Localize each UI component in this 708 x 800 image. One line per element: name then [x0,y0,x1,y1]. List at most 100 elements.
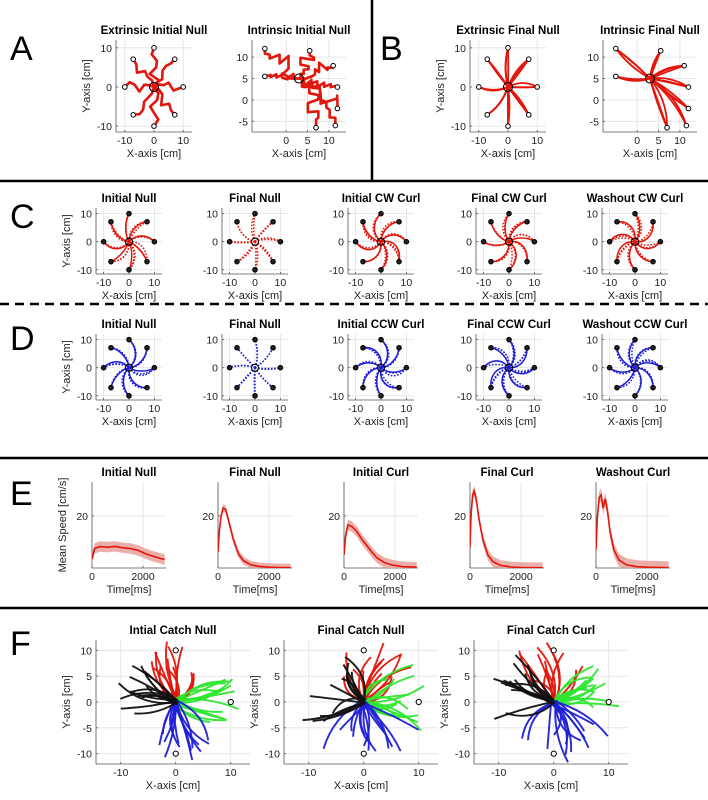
target-marker [614,258,620,265]
reach-trajectory [132,58,156,88]
target-marker [360,218,366,225]
x-tick-label: 0 [506,403,512,415]
target-marker [360,750,367,757]
x-tick-label: 2000 [635,571,659,583]
data-layer [478,47,538,127]
reach-trajectory [236,347,256,369]
reach-trajectory [354,241,382,251]
target-marker [144,384,150,391]
target-marker [524,384,530,391]
catch-trajectory-black [131,664,178,702]
x-tick-label: 10 [177,135,189,147]
reach-trajectory [236,241,256,263]
x-axis-label: X-axis [cm] [623,148,677,160]
target-marker [488,218,494,225]
reach-trajectory [254,221,274,243]
start-marker [148,81,160,93]
reach-trajectory [362,241,382,263]
x-axis-label: X-axis [cm] [127,148,181,160]
target-marker [108,384,114,391]
target-marker [262,73,268,80]
subplot-d3: -10 0 10 10 0 -10 Initial CCW Curl X-axis [cm] [329,319,425,428]
y-tick-label: 0 [338,363,344,375]
x-tick-label: -10 [222,403,237,415]
subplot-d5: -10 0 10 10 0 -10 Washout CCW Curl X-axis [cm] [583,319,688,428]
mean-speed-line [596,493,669,568]
target-marker [378,336,384,343]
x-tick-label: 10 [603,767,615,779]
target-marker [171,111,178,118]
target-marker [151,45,157,51]
y-tick-label: 5 [274,671,280,683]
reach-trajectory [254,367,274,389]
data-layer [123,47,184,127]
target-marker [632,266,638,273]
reach-trajectory [490,347,510,368]
target-marker [252,336,258,343]
y-tick-label: 0 [242,95,248,107]
target-marker [270,384,276,391]
catch-trajectory-black [512,662,554,702]
target-marker [352,238,359,245]
target-marker [650,218,656,225]
y-tick-label: 0 [86,697,92,709]
x-tick-label: 0 [283,135,289,147]
target-marker [632,392,638,399]
x-tick-label: 10 [275,403,287,415]
reach-trajectory [254,347,274,369]
x-tick-label: 0 [593,571,599,583]
catch-trajectory-black [329,683,363,703]
reach-trajectory [236,367,256,389]
x-tick-label: 10 [149,277,161,289]
target-marker [396,218,402,225]
catch-trajectory-green [177,690,235,702]
reach-trajectory [649,77,689,88]
x-axis-label: X-axis [cm] [354,416,408,428]
x-axis-label: Time[ms] [233,584,278,596]
target-marker [126,266,132,273]
y-tick-label: 20 [328,511,340,523]
data-layer [302,642,425,752]
target-marker [506,266,512,273]
target-marker [262,45,268,52]
reach-trajectory [128,236,155,243]
catch-trajectory-green [364,696,409,710]
plot-title: Extrinsic Initial Null [101,25,208,37]
start-marker [124,363,134,372]
x-tick-label: 0 [341,571,347,583]
x-tick-label: 0 [467,571,473,583]
subplot-e5: 0 2000 20 Washout Curl Time[ms] [580,467,670,596]
reach-trajectory [507,86,530,116]
target-marker [534,84,541,90]
target-marker [121,84,128,90]
target-marker [531,238,538,245]
panel-letter-c: C [10,198,35,236]
data-layer [615,47,690,129]
y-tick-label: 10 [587,52,599,64]
y-tick-label: -10 [77,265,92,277]
plot-title: Intrinsic Initial Null [248,25,351,37]
plot-title: Washout CW Curl [587,193,684,205]
y-axis-label: Mean Speed [cm/s] [57,478,69,573]
y-axis-label: Y-axis [cm] [61,340,73,393]
target-marker [664,124,670,131]
target-marker [270,344,276,351]
x-tick-label: 0 [215,571,221,583]
x-axis-label: X-axis [cm] [482,290,536,302]
reach-trajectory [263,72,299,81]
subplot-d2: -10 0 10 10 0 -10 Final Null X-axis [cm] [203,319,288,428]
x-tick-label: 10 [401,277,413,289]
x-axis-label: X-axis [cm] [146,780,200,792]
plot-title: Intrinsic Final Null [600,25,700,37]
y-tick-label: -5 [239,116,248,128]
y-tick-label: -10 [583,265,598,277]
y-tick-label: 10 [100,43,112,55]
plot-title: Initial Null [102,467,157,479]
target-marker [396,384,402,391]
reach-trajectory [615,47,651,80]
target-marker [226,364,233,371]
subplot-e4: 0 2000 20 Final Curl Time[ms] [454,467,544,596]
subplot-d1: -10 0 10 10 0 -10 Initial Null X-axis [cm] Y-axi… [61,319,162,428]
y-tick-label: 0 [212,237,218,249]
target-marker [378,392,384,399]
